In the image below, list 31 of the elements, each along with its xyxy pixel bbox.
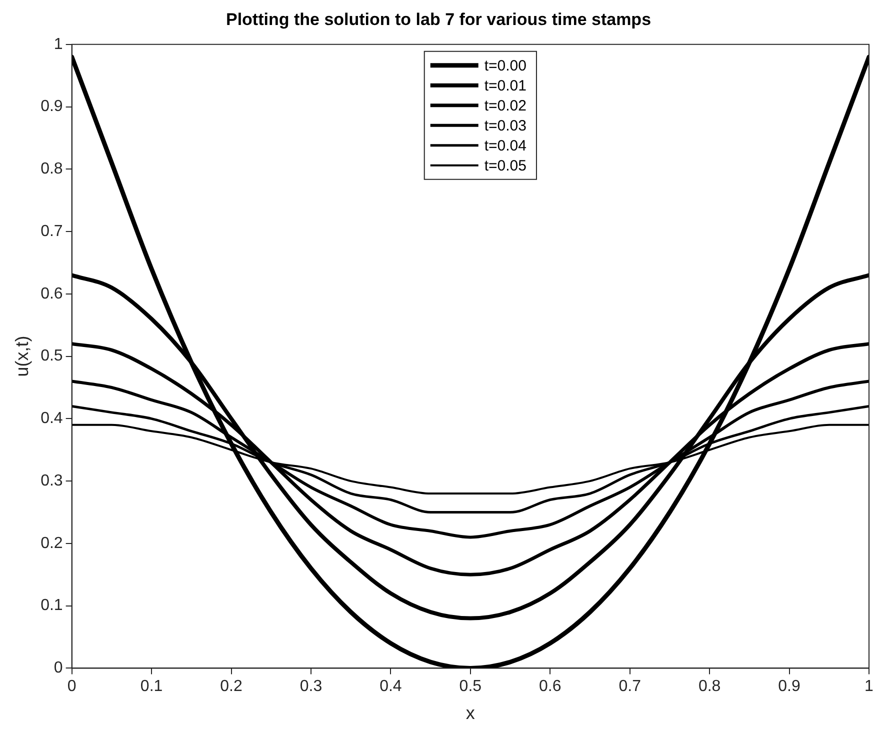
y-tick-label: 0.5	[40, 348, 63, 365]
legend-label: t=0.03	[484, 118, 526, 135]
legend-label: t=0.05	[484, 158, 526, 175]
x-tick-label: 0.4	[380, 678, 402, 696]
x-tick-label: 0.5	[459, 678, 482, 696]
x-tick-label: 0.6	[539, 678, 562, 696]
legend-label: t=0.01	[484, 78, 526, 95]
x-tick-label: 0.9	[778, 678, 801, 696]
x-tick-label: 0.1	[140, 678, 163, 696]
x-tick-label: 0.3	[300, 678, 322, 696]
x-axis-title: x	[466, 703, 475, 724]
y-tick-label: 0.4	[40, 410, 63, 428]
x-tick-label: 0	[67, 678, 76, 696]
y-tick-label: 1	[54, 36, 63, 53]
y-tick-label: 0.8	[40, 160, 63, 178]
y-tick-label: 0.2	[40, 534, 63, 552]
x-tick-label: 0.8	[698, 678, 721, 696]
x-tick-label: 1	[864, 678, 874, 696]
x-tick-label: 0.7	[618, 678, 642, 696]
legend-label: t=0.04	[484, 138, 526, 155]
legend-label: t=0.02	[484, 98, 526, 115]
legend-label: t=0.00	[484, 58, 526, 75]
chart-title: Plotting the solution to lab 7 for various time stamps	[226, 10, 652, 29]
y-tick-label: 0.9	[40, 98, 63, 116]
x-tick-label: 0.2	[220, 678, 242, 696]
y-tick-label: 0.6	[40, 285, 63, 302]
y-tick-label: 0.7	[40, 222, 63, 240]
y-tick-label: 0.3	[40, 472, 63, 490]
y-tick-label: 0	[54, 660, 63, 677]
y-tick-label: 0.1	[40, 597, 63, 614]
y-axis-title: u(x,t)	[12, 336, 32, 377]
